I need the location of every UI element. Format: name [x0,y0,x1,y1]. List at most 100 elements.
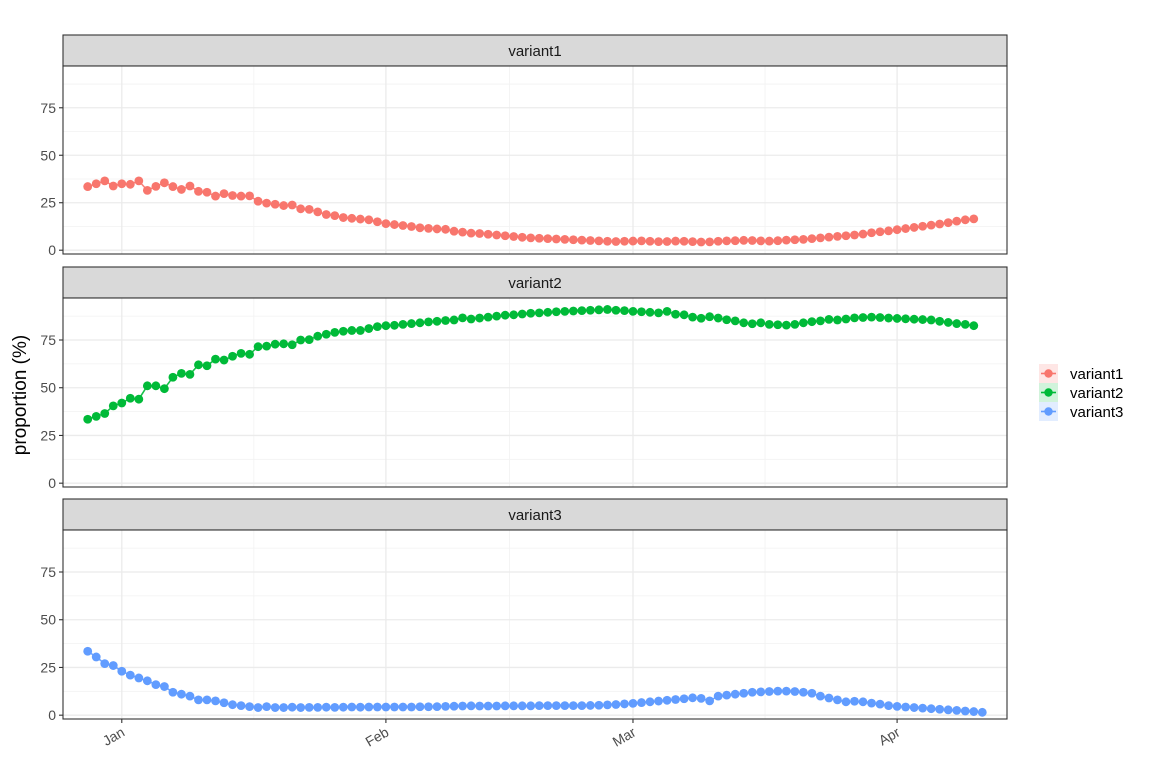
data-point [338,702,348,712]
data-point [517,309,527,319]
data-point [304,702,314,712]
data-point [654,696,663,706]
data-point [560,701,570,711]
y-tick-label: 75 [40,100,56,116]
data-point [875,699,885,709]
x-tick-label: Jan [100,724,128,749]
data-point [483,312,493,322]
panel-border [62,529,1008,720]
data-point [841,697,851,707]
data-point [364,702,374,712]
data-point [585,305,595,315]
data-point [637,236,646,246]
data-point [577,701,587,711]
data-point [296,204,306,214]
data-point [620,699,629,709]
data-point [466,228,476,238]
data-point [185,691,195,701]
data-point [790,319,800,329]
data-point [372,702,382,712]
data-point [603,700,612,710]
data-point [381,321,391,331]
x-axis: Jan Feb Mar Apr [100,719,903,750]
legend-item-variant1: variant1 [1039,364,1123,383]
data-point [125,393,135,403]
data-point [943,218,953,228]
data-point [100,409,110,418]
data-point [679,236,689,246]
data-point [534,233,544,243]
data-point [364,215,374,225]
data-point [781,686,791,696]
data-point [892,702,902,711]
panel-background [63,530,1007,719]
data-point [824,232,834,242]
data-point [688,312,698,322]
data-point [151,680,161,690]
data-point [637,307,646,317]
data-point [372,322,382,332]
data-point [441,224,450,234]
data-point [585,236,595,245]
data-point [884,701,893,711]
data-point [168,182,178,191]
data-point [177,369,186,378]
data-point [185,181,195,191]
data-point [713,313,723,323]
legend-label: variant1 [1070,366,1123,383]
data-point [662,306,672,316]
data-point [918,315,928,324]
data-point [960,319,970,329]
data-point [730,236,740,246]
y-tick-label: 50 [40,612,56,628]
data-point [236,191,246,201]
legend-label: variant2 [1070,385,1123,402]
x-tick-label: Feb [363,724,392,750]
data-point [543,234,553,244]
data-point [764,319,774,329]
data-point [211,696,220,706]
data-point [142,185,152,195]
data-point [381,219,391,229]
data-point [969,214,979,224]
y-tick-label: 25 [40,659,56,675]
data-point [909,703,919,712]
data-point [262,198,272,208]
panel-border [62,297,1008,488]
facet-strip-label: variant2 [508,275,561,292]
data-point [134,176,144,186]
data-point [926,315,936,325]
data-point [875,227,885,237]
facet-strip-label: variant3 [508,507,561,524]
data-point [611,237,621,246]
data-point [424,317,433,327]
data-point [424,223,433,233]
data-point [509,232,519,241]
data-point [398,319,408,329]
data-point [168,687,178,697]
data-point [117,179,127,189]
data-point [211,354,220,364]
facet-strip [62,498,1008,531]
data-point [236,348,246,358]
data-point [688,237,698,247]
data-point [279,339,289,349]
data-point [807,688,817,698]
data-point [458,227,467,237]
data-point [645,236,655,246]
data-point [134,673,144,683]
data-point [935,704,945,714]
data-point [850,230,859,240]
data-point [330,327,340,337]
data-point [943,318,953,327]
data-point [449,226,459,236]
data-point [960,706,970,716]
data-point [202,695,212,705]
data-point [594,700,604,710]
data-point [790,687,800,696]
data-point [611,305,621,315]
panel-background [63,298,1007,487]
data-point [125,670,135,680]
data-point [466,314,476,324]
y-tick-label: 25 [40,195,56,211]
